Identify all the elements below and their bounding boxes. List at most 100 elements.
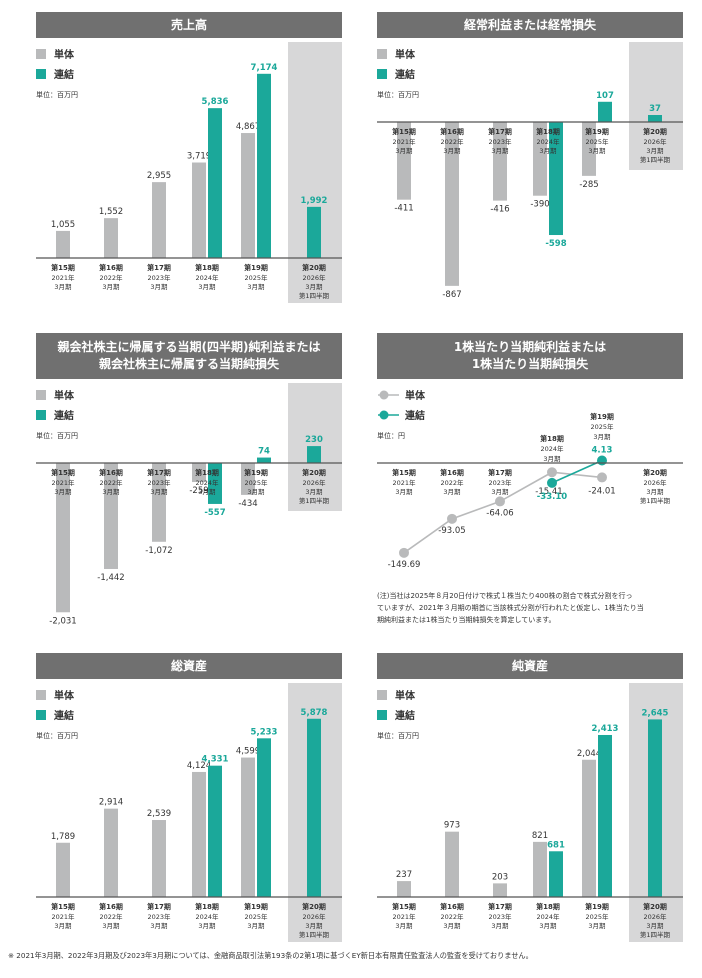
- data-point: [547, 477, 557, 488]
- legend-consolidated: 連結: [377, 66, 415, 81]
- chart-panel-sales: 売上高 単体 連結 単位：百万円 1,055 1,552 2,955 3,719 4,867 5,…: [36, 12, 342, 312]
- category-text: 3月期: [491, 147, 509, 155]
- legend-label: 単体: [405, 391, 425, 402]
- bar-consolidated: [598, 101, 612, 122]
- category-text: 第15期: [51, 468, 75, 477]
- data-label: 1,789: [51, 832, 75, 842]
- legend-consolidated: 連結: [377, 407, 425, 422]
- category-text: 3月期: [443, 147, 461, 155]
- data-label: -15.41: [535, 487, 562, 497]
- category-text: 第17期: [147, 263, 171, 272]
- data-point: [547, 467, 557, 478]
- chart-title-line: 総資産: [170, 658, 207, 673]
- data-label: 237: [396, 870, 412, 880]
- data-label: -411: [394, 204, 413, 214]
- category-text: 第1四半期: [640, 496, 671, 505]
- data-label: 4,599: [236, 747, 260, 757]
- data-point: [399, 547, 409, 558]
- category-text: 2023年: [147, 273, 171, 282]
- chart-title-line: 親会社株主に帰属する当期純損失: [98, 357, 279, 371]
- legend-label: 連結: [54, 711, 74, 722]
- category-text: 第19期: [244, 263, 268, 272]
- data-label: 107: [596, 91, 614, 101]
- legend-consolidated: 連結: [36, 407, 74, 422]
- quarter-band: [629, 122, 683, 170]
- data-label: -259: [189, 486, 208, 496]
- category-text: 2022年: [440, 478, 464, 487]
- category-text: 3月期: [247, 283, 265, 291]
- data-label: 5,878: [301, 708, 328, 718]
- data-label: 5,233: [251, 727, 278, 737]
- category-text: 3月期: [305, 488, 323, 496]
- bar-single: [582, 122, 596, 176]
- chart-title: 1株当たり当期純利益または 1株当たり当期純損失: [377, 333, 683, 379]
- data-label: -285: [579, 180, 598, 190]
- legend-swatch: [36, 48, 46, 59]
- category-text: 第18期: [536, 902, 560, 911]
- category-text: 2024年: [536, 912, 560, 921]
- category-text: 2021年: [51, 912, 75, 921]
- unit-label: 単位：百万円: [377, 732, 419, 740]
- category-text: 3月期: [395, 488, 413, 496]
- data-label: 4,331: [202, 755, 229, 765]
- category-text: 第20期: [302, 902, 326, 911]
- data-label: -93.05: [438, 526, 465, 536]
- category-text: 第17期: [147, 902, 171, 911]
- category-text: 3月期: [491, 922, 509, 930]
- category-text: 3月期: [247, 488, 265, 496]
- bar-single: [104, 463, 118, 569]
- data-label: 5,836: [202, 97, 229, 107]
- legend-swatch: [377, 48, 387, 59]
- category-text: 3月期: [491, 488, 509, 496]
- unit-label: 単位：百万円: [36, 91, 78, 99]
- chart-title: 経常利益または経常損失: [377, 12, 683, 38]
- category-text: 3月期: [443, 922, 461, 930]
- legend-marker: [378, 390, 399, 399]
- category-text: 2025年: [585, 912, 609, 921]
- bar-consolidated: [307, 446, 321, 463]
- legend-single: 単体: [377, 387, 425, 402]
- data-label: 2,044: [577, 749, 601, 759]
- category-text: 2025年: [244, 912, 268, 921]
- category-text: 第16期: [440, 468, 464, 477]
- category-text: 3月期: [543, 455, 561, 463]
- data-label: -867: [442, 290, 461, 300]
- bar-single: [445, 831, 459, 897]
- category-text: 2023年: [488, 137, 512, 146]
- category-text: 第19期: [244, 902, 268, 911]
- category-text: 3月期: [646, 922, 664, 930]
- category-text: 第1四半期: [299, 930, 330, 939]
- category-text: 第20期: [302, 468, 326, 477]
- category-text: 2024年: [195, 912, 219, 921]
- bar-consolidated: [208, 463, 222, 504]
- quarter-band: [288, 463, 342, 511]
- category-text: 第15期: [392, 127, 416, 136]
- bar-consolidated: [307, 718, 321, 897]
- bar-consolidated: [257, 738, 271, 897]
- legend-consolidated: 連結: [36, 66, 74, 81]
- category-text: 2024年: [195, 273, 219, 282]
- footnote: ※ 2021年3月期、2022年3月期及び2023年3月期については、金融商品取…: [8, 951, 533, 960]
- data-label: 2,955: [147, 171, 171, 181]
- data-point: [597, 472, 607, 483]
- unit-label: 単位：百万円: [36, 432, 78, 440]
- bar-single: [152, 463, 166, 542]
- category-text: 第16期: [440, 127, 464, 136]
- chart-title-line: 経常利益または経常損失: [463, 17, 596, 32]
- category-text: 2023年: [488, 478, 512, 487]
- legend-label: 連結: [54, 411, 74, 422]
